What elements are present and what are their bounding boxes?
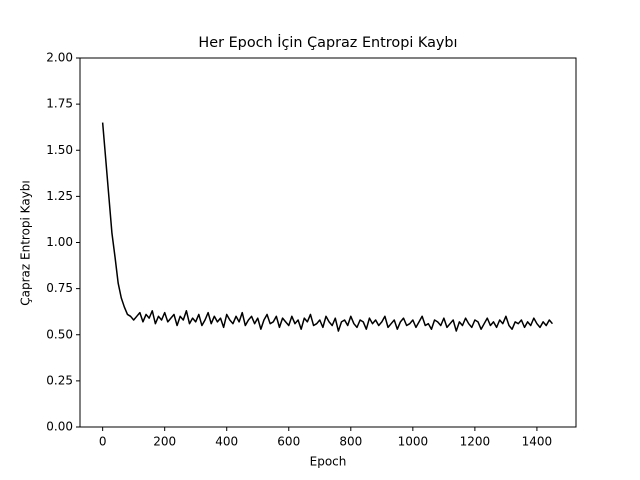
axes-frame xyxy=(79,57,577,428)
x-tick-label: 1200 xyxy=(460,435,491,449)
y-tick-label: 0.50 xyxy=(46,327,73,341)
x-tick-label: 600 xyxy=(277,435,300,449)
x-tick-label: 200 xyxy=(153,435,176,449)
chart-title: Her Epoch İçin Çapraz Entropi Kaybı xyxy=(198,33,457,51)
x-tick-label: 1400 xyxy=(522,435,553,449)
x-tick-label: 1000 xyxy=(398,435,429,449)
y-tick-label: 0.75 xyxy=(46,281,73,295)
x-tick-label: 0 xyxy=(99,435,107,449)
x-tick-label: 800 xyxy=(339,435,362,449)
y-tick-label: 0.25 xyxy=(46,373,73,387)
y-tick-label: 1.25 xyxy=(46,189,73,203)
x-axis-label: Epoch xyxy=(310,455,347,469)
y-tick-label: 1.00 xyxy=(46,235,73,249)
y-tick-label: 0.00 xyxy=(46,420,73,434)
line-series xyxy=(101,122,554,332)
y-tick-label: 1.50 xyxy=(46,143,73,157)
x-tick-label: 400 xyxy=(215,435,238,449)
y-axis-label: Çapraz Entropi Kaybı xyxy=(19,180,33,305)
y-tick-label: 1.75 xyxy=(46,97,73,111)
y-tick-label: 2.00 xyxy=(46,51,73,65)
